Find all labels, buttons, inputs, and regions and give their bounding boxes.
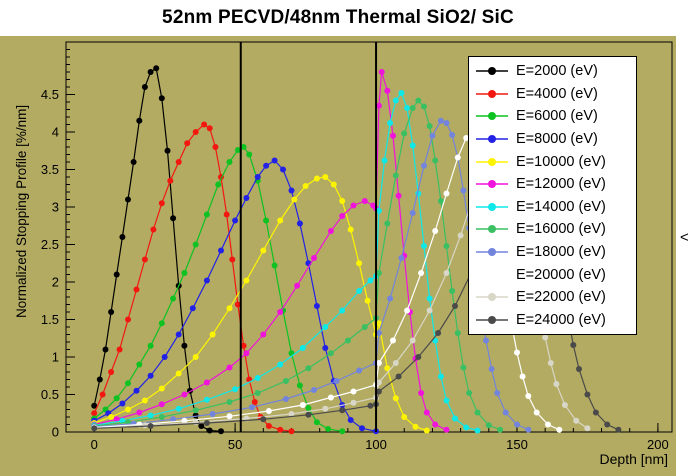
legend-marker [476, 112, 508, 121]
legend-label: E=22000 (eV) [516, 289, 606, 306]
series-E-8000-eV [91, 157, 379, 435]
x-tick-label: 200 [647, 437, 669, 452]
legend-label: E=14000 (eV) [516, 198, 606, 215]
y-tick-label: 4 [52, 125, 59, 140]
legend-marker [476, 89, 508, 98]
legend-marker [476, 225, 508, 234]
legend-item: E=8000 (eV) [471, 128, 636, 151]
y-tick-label: 0.5 [41, 387, 59, 402]
series-E-10000-eV [91, 174, 430, 434]
legend-label: E=8000 (eV) [516, 131, 598, 148]
series-E-16000-eV [91, 97, 504, 433]
legend-marker [476, 293, 508, 302]
series-E-14000-eV [91, 90, 481, 434]
y-tick-label: 1 [52, 350, 59, 365]
y-tick-label: 1.5 [41, 312, 59, 327]
legend-item: E=20000 (eV) [471, 263, 636, 286]
y-tick-label: 3 [52, 200, 59, 215]
legend-marker [476, 180, 508, 189]
legend-marker [476, 248, 508, 257]
legend-marker [476, 202, 508, 211]
y-axis-title: Normalized Stopping Profile [%/nm] [14, 104, 29, 318]
x-tick-label: 150 [506, 437, 528, 452]
legend-item: E=16000 (eV) [471, 218, 636, 241]
x-tick-label: 0 [91, 437, 98, 452]
legend-marker [476, 270, 508, 279]
legend-label: E=20000 (eV) [516, 266, 606, 283]
legend-label: E=24000 (eV) [516, 311, 606, 328]
legend-item: E=4000 (eV) [471, 83, 636, 106]
legend-label: E=18000 (eV) [516, 244, 606, 261]
legend-item: E=6000 (eV) [471, 105, 636, 128]
x-axis-title: Depth [nm] [599, 451, 668, 467]
legend-label: E=16000 (eV) [516, 221, 606, 238]
y-tick-label: 3.5 [41, 162, 59, 177]
legend-item: E=22000 (eV) [471, 286, 636, 309]
y-tick-label: 0 [52, 425, 59, 440]
legend-item: E=2000 (eV) [471, 60, 636, 83]
legend-label: E=2000 (eV) [516, 63, 598, 80]
legend-item: E=10000 (eV) [471, 150, 636, 173]
y-tick-label: 2 [52, 275, 59, 290]
legend-item: E=12000 (eV) [471, 173, 636, 196]
legend-item: E=18000 (eV) [471, 241, 636, 264]
y-tick-label: 2.5 [41, 237, 59, 252]
y-tick-label: 4.5 [41, 87, 59, 102]
legend: E=2000 (eV) E=4000 (eV) E=6000 (eV) E=8000 … [468, 56, 637, 336]
series-E-12000-eV [91, 69, 450, 433]
legend-label: E=10000 (eV) [516, 153, 606, 170]
legend-marker [476, 315, 508, 324]
x-tick-label: 50 [228, 437, 242, 452]
legend-label: E=12000 (eV) [516, 176, 606, 193]
x-tick-label: 100 [365, 437, 387, 452]
legend-marker [476, 157, 508, 166]
legend-marker [476, 135, 508, 144]
chart-title: 52nm PECVD/48nm Thermal SiO2/ SiC [162, 7, 514, 28]
legend-item: E=14000 (eV) [471, 196, 636, 219]
side-arrow-glyph[interactable]: < [680, 229, 689, 246]
legend-label: E=4000 (eV) [516, 85, 598, 102]
legend-item: E=24000 (eV) [471, 309, 636, 332]
legend-marker [476, 67, 508, 76]
legend-label: E=6000 (eV) [516, 108, 598, 125]
